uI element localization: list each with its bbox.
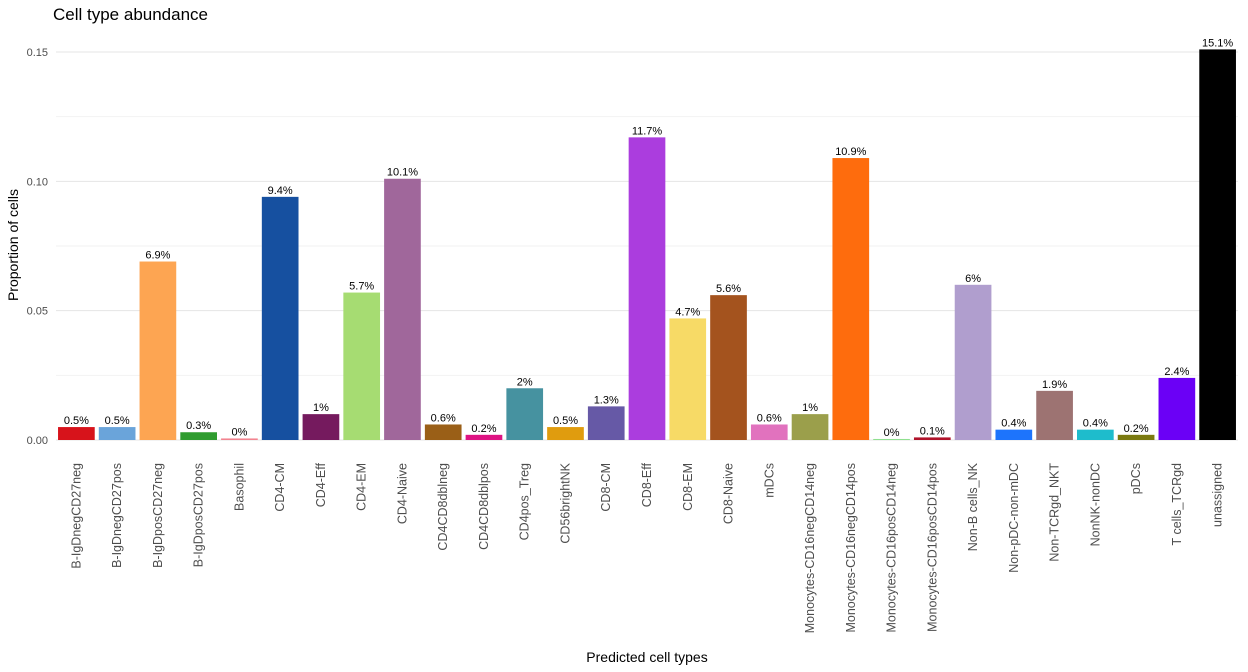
bar (710, 295, 747, 440)
x-tick-label: B-IgDposCD27pos (192, 463, 206, 567)
x-axis-ticks: B-IgDnegCD27neg B-IgDnegCD27pos B-IgDposCD… (69, 462, 1224, 633)
bar (343, 292, 381, 440)
data-label: 1.9% (1042, 379, 1067, 391)
bar (261, 196, 299, 440)
bar (98, 427, 136, 440)
data-label: 0.1% (920, 425, 945, 437)
x-tick-label: Basophil (232, 463, 246, 511)
bar (954, 284, 992, 440)
data-label: 6.9% (145, 250, 170, 262)
x-tick-label: B-IgDposCD27neg (151, 463, 165, 568)
y-tick-label: 0.05 (27, 306, 48, 318)
x-tick-label: Monocytes-CD16negCD14pos (844, 463, 858, 633)
data-label: 0.6% (431, 412, 456, 424)
data-label: 0.2% (471, 423, 496, 435)
x-tick-label: CD56brightNK (558, 462, 572, 543)
data-label: 2% (517, 376, 533, 388)
x-tick-label: unassigned (1211, 463, 1225, 527)
x-tick-label: T cells_TCRgd (1170, 463, 1184, 545)
data-label: 0.3% (186, 420, 211, 432)
bar (750, 424, 788, 440)
y-tick-label: 0.15 (27, 47, 48, 59)
data-label: 1.3% (594, 394, 619, 406)
data-label: 0% (231, 426, 247, 438)
x-tick-label: B-IgDnegCD27pos (110, 463, 124, 568)
x-tick-label: CD4-CM (273, 463, 287, 512)
bar (587, 406, 625, 440)
bars (58, 49, 1236, 441)
bar (424, 424, 462, 440)
data-label: 1% (313, 402, 329, 414)
x-tick-label: CD4-Naive (395, 463, 409, 524)
y-tick-label: 0.10 (27, 176, 48, 188)
x-tick-label: Monocytes-CD16posCD14pos (925, 463, 939, 632)
bar (832, 158, 870, 440)
x-tick-label: CD4CD8dblpos (477, 463, 491, 550)
bar (1077, 429, 1114, 440)
bar (1036, 390, 1073, 440)
bar (995, 429, 1033, 440)
x-tick-label: CD4pos_Treg (518, 463, 532, 540)
bar (628, 137, 666, 441)
data-label: 5.6% (716, 283, 741, 295)
x-tick-label: CD4CD8dblneg (436, 463, 450, 551)
bar (302, 414, 340, 440)
data-label: 0.4% (1001, 418, 1026, 430)
y-axis-title: Proportion of cells (5, 189, 21, 301)
x-tick-label: mDCs (762, 463, 776, 498)
data-label: 1% (802, 402, 818, 414)
bar (791, 414, 829, 440)
x-tick-label: Non-pDC-non-mDC (1007, 463, 1021, 573)
x-tick-label: CD8-Eff (640, 462, 654, 507)
data-label: 0.5% (64, 415, 89, 427)
data-label: 10.9% (835, 146, 866, 158)
bar (180, 432, 217, 440)
x-tick-label: CD4-EM (355, 463, 369, 511)
y-tick-label: 0.00 (27, 435, 48, 447)
x-tick-label: Monocytes-CD16negCD14neg (803, 463, 817, 633)
x-tick-label: CD8-CM (599, 463, 613, 512)
x-tick-label: Monocytes-CD16posCD14neg (885, 463, 899, 633)
chart-title: Cell type abundance (53, 5, 208, 24)
data-label: 0.5% (105, 415, 130, 427)
data-label: 0.2% (1124, 423, 1149, 435)
x-tick-label: B-IgDnegCD27neg (69, 463, 83, 569)
data-label: 0.6% (757, 412, 782, 424)
x-tick-label: CD4-Eff (314, 462, 328, 507)
bar (506, 388, 544, 440)
data-label: 4.7% (675, 306, 700, 318)
y-axis-ticks: 0.00 0.05 0.10 0.15 (27, 47, 48, 447)
bar (669, 318, 707, 440)
x-tick-label: CD8-Naive (722, 463, 736, 524)
bar (139, 261, 177, 440)
x-tick-label: NonNK-nonDC (1088, 463, 1102, 546)
data-label: 0.4% (1083, 418, 1108, 430)
bar (547, 427, 584, 440)
data-label: 2.4% (1164, 366, 1189, 378)
data-labels: 0.5% 0.5% 6.9% 0.3% 0% 9.4% 1% 5.7% 10.1% 0.6% 0.2… (64, 37, 1234, 439)
x-tick-label: Non-B cells_NK (966, 462, 980, 551)
bar (913, 437, 951, 440)
x-tick-label: Non-TCRgd_NKT (1048, 463, 1062, 562)
bar (1199, 49, 1236, 441)
bar (384, 178, 421, 440)
data-label: 11.7% (632, 125, 663, 137)
data-label: 5.7% (349, 281, 374, 293)
x-tick-label: CD8-EM (681, 463, 695, 511)
x-axis-title: Predicted cell types (586, 649, 707, 665)
data-label: 6% (965, 273, 981, 285)
bar (221, 438, 258, 440)
bar (873, 438, 910, 440)
bar (1158, 377, 1196, 440)
data-label: 15.1% (1202, 37, 1233, 49)
bar (58, 427, 95, 440)
bar (465, 434, 503, 440)
bar (1117, 434, 1155, 440)
data-label: 0% (884, 427, 900, 439)
x-tick-label: pDCs (1129, 463, 1143, 494)
data-label: 10.1% (387, 167, 418, 179)
data-label: 0.5% (553, 415, 578, 427)
data-label: 9.4% (268, 185, 293, 197)
